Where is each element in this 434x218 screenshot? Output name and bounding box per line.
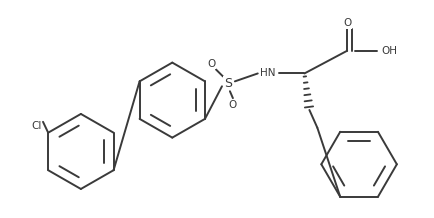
Text: O: O bbox=[229, 100, 237, 110]
Text: HN: HN bbox=[260, 68, 276, 78]
Text: OH: OH bbox=[381, 46, 397, 56]
Text: Cl: Cl bbox=[31, 121, 41, 131]
Text: O: O bbox=[343, 18, 351, 28]
Text: O: O bbox=[207, 59, 215, 69]
Text: S: S bbox=[224, 77, 232, 90]
